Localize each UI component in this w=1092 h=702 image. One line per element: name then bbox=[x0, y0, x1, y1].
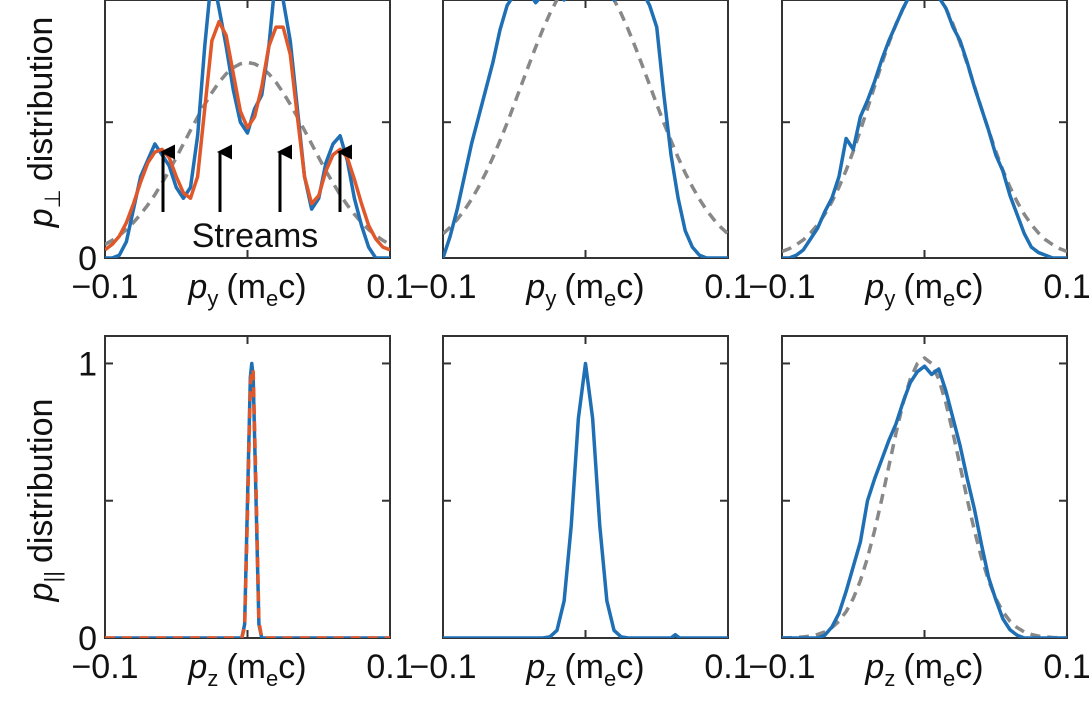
plot-frame bbox=[442, 0, 729, 259]
label-part: e bbox=[604, 286, 616, 311]
label-part: p bbox=[864, 648, 884, 686]
x-tick-label: −0.1 bbox=[409, 268, 476, 306]
label-part: distribution bbox=[22, 17, 60, 181]
label-part: c) bbox=[278, 268, 306, 306]
label-part: c) bbox=[616, 648, 644, 686]
x-axis-label: pz (mec) bbox=[187, 648, 306, 691]
label-part: || bbox=[40, 571, 65, 582]
label-part: z bbox=[884, 666, 895, 691]
x-tick-label: −0.1 bbox=[748, 648, 815, 686]
label-part: e bbox=[266, 666, 278, 691]
label-part: (m bbox=[903, 648, 943, 686]
label-part: c) bbox=[955, 268, 983, 306]
label-part: (m bbox=[564, 648, 604, 686]
x-tick-label: 0.1 bbox=[366, 268, 413, 306]
x-axis-label: pz (mec) bbox=[864, 648, 983, 691]
label-part: y bbox=[545, 286, 556, 311]
series-line bbox=[443, 0, 728, 236]
series-line bbox=[782, 0, 1067, 254]
series-line bbox=[105, 19, 390, 252]
label-part: y bbox=[884, 286, 895, 311]
label-part: p bbox=[187, 648, 207, 686]
series-line bbox=[105, 0, 390, 258]
x-axis-label: py (mec) bbox=[525, 268, 644, 311]
x-tick-label: 0.1 bbox=[366, 648, 413, 686]
label-part: p bbox=[525, 648, 545, 686]
y-tick-label: 1 bbox=[78, 345, 97, 383]
label-part: z bbox=[545, 666, 556, 691]
series-line bbox=[782, 364, 1067, 638]
annotation: Streams bbox=[192, 217, 319, 255]
label-part: e bbox=[943, 666, 955, 691]
label-part: ⊥ bbox=[40, 189, 65, 208]
label-part: (m bbox=[226, 648, 266, 686]
plot-frame bbox=[781, 335, 1068, 639]
x-axis-label: pz (mec) bbox=[525, 648, 644, 691]
label-part: z bbox=[207, 666, 218, 691]
series-line bbox=[782, 356, 1067, 638]
label-part: p bbox=[187, 268, 207, 306]
label-part: (m bbox=[564, 268, 604, 306]
label-part: c) bbox=[278, 648, 306, 686]
label-part: e bbox=[266, 286, 278, 311]
x-tick-label: −0.1 bbox=[409, 648, 476, 686]
y-axis-label: p⊥ distribution bbox=[22, 17, 65, 229]
label-part: c) bbox=[955, 648, 983, 686]
label-part: p bbox=[22, 208, 60, 228]
x-tick-label: −0.1 bbox=[748, 268, 815, 306]
x-tick-label: −0.1 bbox=[71, 268, 138, 306]
label-part: p bbox=[864, 268, 884, 306]
series-line bbox=[443, 0, 728, 258]
y-tick-label: 0 bbox=[78, 620, 97, 658]
plot-frame bbox=[781, 0, 1068, 259]
y-tick-label: 0 bbox=[78, 240, 97, 278]
x-tick-label: 0.1 bbox=[1043, 648, 1090, 686]
y-axis-label: p|| distribution bbox=[22, 399, 65, 603]
label-part: e bbox=[943, 286, 955, 311]
x-axis-label: py (mec) bbox=[864, 268, 983, 311]
x-tick-label: 0.1 bbox=[1043, 268, 1090, 306]
x-tick-label: 0.1 bbox=[704, 268, 751, 306]
series-line bbox=[782, 0, 1067, 258]
label-part: e bbox=[604, 666, 616, 691]
series-line bbox=[443, 361, 728, 638]
x-axis-label: py (mec) bbox=[187, 268, 306, 311]
label-part: p bbox=[22, 582, 60, 602]
x-tick-label: 0.1 bbox=[704, 648, 751, 686]
plot-frame bbox=[442, 335, 729, 639]
x-tick-label: −0.1 bbox=[71, 648, 138, 686]
label-part: p bbox=[525, 268, 545, 306]
label-part: y bbox=[207, 286, 218, 311]
label-part: c) bbox=[616, 268, 644, 306]
label-part: distribution bbox=[22, 399, 60, 563]
label-part: (m bbox=[226, 268, 266, 306]
series-line bbox=[105, 367, 390, 638]
label-part: (m bbox=[903, 268, 943, 306]
